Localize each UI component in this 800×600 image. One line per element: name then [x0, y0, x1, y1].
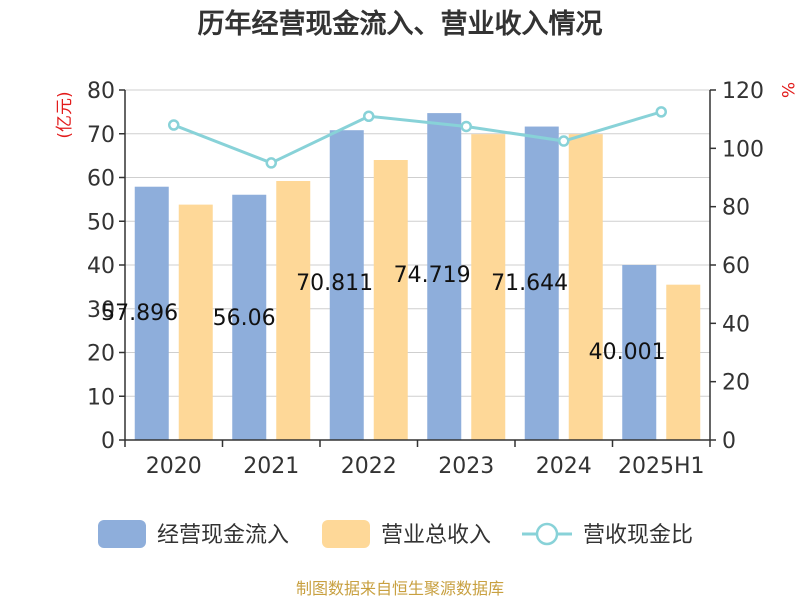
legend: 经营现金流入 营业总收入 营收现金比 [98, 520, 693, 548]
x-tick-label: 2022 [341, 454, 397, 479]
bar-cash-inflow [622, 264, 657, 440]
x-tick-label: 2024 [536, 454, 592, 479]
bars [134, 113, 701, 441]
bar-cash-inflow [524, 126, 559, 441]
gridlines [125, 89, 710, 441]
right-axis-ticks: 0 20 40 60 80 100 120 [710, 79, 764, 454]
ratio-point [558, 135, 570, 147]
bar-revenue [373, 160, 408, 440]
legend-label-revenue: 营业总收入 [381, 523, 491, 548]
bar-revenue [178, 204, 213, 440]
bar-revenue [568, 134, 603, 440]
cash-inflow-data-label: 56.06 [213, 306, 276, 331]
left-tick-label: 70 [87, 123, 115, 148]
ratio-point [655, 106, 667, 118]
data-labels: 57.896 56.06 70.811 74.719 71.644 40.001 [101, 263, 665, 365]
cash-inflow-data-label: 57.896 [101, 301, 178, 326]
cash-inflow-data-label: 71.644 [491, 271, 568, 296]
ratio-point [460, 120, 472, 133]
right-tick-label: 20 [722, 371, 750, 396]
cash-inflow-data-label: 40.001 [589, 340, 666, 365]
bar-revenue [471, 134, 506, 440]
ratio-point [363, 110, 375, 122]
left-tick-label: 40 [87, 254, 115, 279]
cash-inflow-data-label: 74.719 [394, 263, 471, 288]
left-tick-label: 50 [87, 210, 115, 235]
left-tick-label: 10 [87, 385, 115, 410]
right-tick-label: 0 [722, 429, 736, 454]
x-tick-label: 2023 [438, 454, 494, 479]
ratio-point [168, 119, 180, 131]
bar-cash-inflow [134, 186, 169, 440]
ratio-line [168, 106, 667, 169]
bar-revenue [666, 284, 701, 440]
ratio-point [265, 157, 277, 169]
x-tick-label: 2025H1 [618, 454, 705, 479]
right-tick-label: 80 [722, 196, 750, 221]
right-tick-label: 100 [722, 137, 764, 162]
left-tick-label: 80 [87, 79, 115, 104]
legend-marker-ratio [535, 522, 559, 546]
ratio-line-path [173, 110, 662, 165]
left-axis-unit: (亿元) [55, 91, 75, 138]
bar-revenue [276, 181, 311, 440]
right-tick-label: 60 [722, 254, 750, 279]
x-tick-label: 2020 [146, 454, 202, 479]
bar-cash-inflow [329, 130, 364, 441]
left-axis-ticks: 0 10 20 30 40 50 60 70 80 [87, 79, 125, 454]
right-tick-label: 120 [722, 79, 764, 104]
x-tick-label: 2021 [243, 454, 299, 479]
chart-title: 历年经营现金流入、营业收入情况 [198, 8, 603, 40]
left-tick-label: 30 [87, 298, 115, 323]
legend-label-ratio: 营收现金比 [583, 523, 693, 548]
left-tick-label: 0 [101, 429, 115, 454]
left-tick-label: 20 [87, 342, 115, 367]
legend-swatch-revenue [322, 520, 370, 548]
cash-inflow-data-label: 70.811 [296, 271, 373, 296]
bar-cash-inflow [232, 194, 267, 440]
bar-cash-inflow [427, 113, 462, 441]
right-tick-label: 40 [722, 312, 750, 337]
source-note: 制图数据来自恒生聚源数据库 [296, 579, 504, 598]
legend-swatch-cash-inflow [98, 520, 146, 548]
legend-label-cash-inflow: 经营现金流入 [157, 523, 289, 548]
x-axis-ticks: 2020 2021 2022 2023 2024 2025H1 [124, 440, 711, 479]
right-axis-unit: % [777, 82, 797, 98]
left-tick-label: 60 [87, 167, 115, 192]
